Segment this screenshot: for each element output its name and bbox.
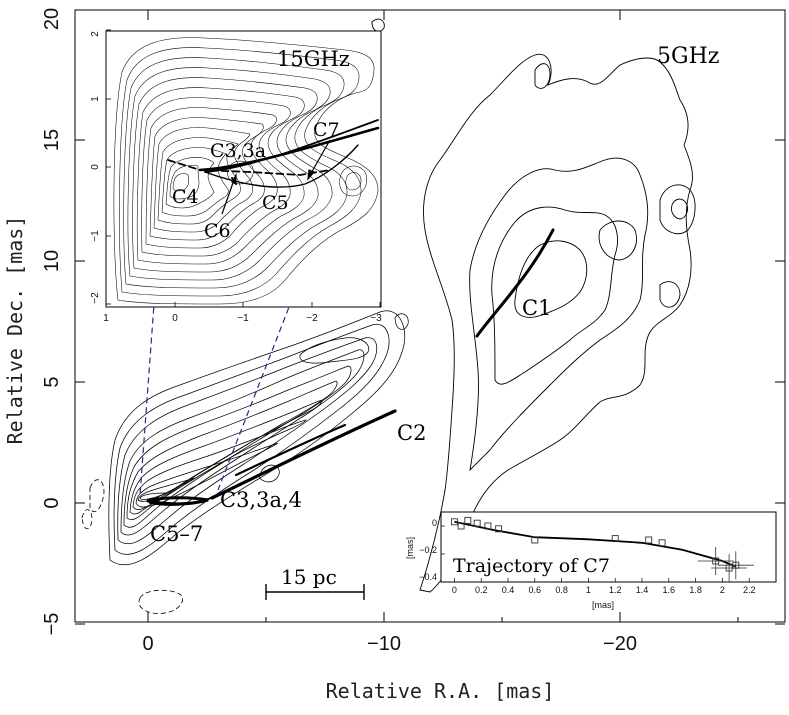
trajectory-point: [658, 539, 666, 547]
trajectory-axes: [441, 525, 750, 583]
trajectory-error-bar: [717, 551, 754, 580]
inset-trajectory: 0 0.2 0.4 0.6 0.8 1 1.2 1.4 1.6 1.8 2 2.2 0 −0.2 −0…: [405, 511, 777, 610]
component-label-c2: C2: [397, 421, 426, 445]
trajectory-frame: [440, 511, 777, 583]
trajectory-plot: [450, 516, 754, 582]
traj-ytick-minus0.4: −0.4: [419, 572, 437, 582]
inset-component-c3-3a: C3,3a: [210, 140, 266, 162]
traj-xtick-label: 1.2: [609, 585, 622, 595]
inset-component-c4: C4: [172, 186, 199, 208]
contours-5ghz: [371, 18, 696, 593]
inset-ytick-minus2: −2: [90, 292, 101, 304]
trajectory-error-bar: [711, 554, 748, 582]
ytick-label-10: 10: [41, 250, 63, 272]
component-tracks: [146, 228, 555, 506]
inset-xtick-minus3: −3: [370, 313, 382, 324]
ytick-label-5: 5: [41, 376, 63, 387]
trajectory-point: [712, 557, 720, 565]
trajectory-point: [457, 522, 465, 530]
main-xtick-labels: 0 −10 −20: [142, 633, 637, 655]
scale-bar-label: 15 pc: [281, 565, 337, 589]
trajectory-xtick-labels: 0 0.2 0.4 0.6 0.8 1 1.2 1.4 1.6 1.8 2 2.2: [452, 585, 756, 595]
trajectory-ylabel: [mas]: [405, 537, 415, 559]
traj-ytick-minus0.2: −0.2: [419, 545, 437, 555]
main-xlabel: Relative R.A. [mas]: [326, 679, 555, 703]
main-plot-frame: [74, 9, 786, 623]
inset-xtick-minus2: −2: [306, 313, 318, 324]
inset-xtick-minus1: −1: [237, 313, 249, 324]
component-label-c3-3a-4: C3,3a,4: [220, 488, 302, 512]
traj-xtick-label: 0: [452, 585, 457, 595]
inset-15ghz-xtick-labels: 1 0 −1 −2 −3: [103, 313, 382, 324]
inset-15ghz-ticks: [105, 29, 381, 307]
trajectory-point: [611, 535, 619, 543]
traj-xtick-label: 0.4: [502, 585, 515, 595]
inset-ytick-minus1: −1: [90, 230, 101, 242]
trajectory-point: [645, 536, 653, 544]
trajectory-point: [531, 536, 539, 544]
scale-bar: [265, 584, 365, 600]
ytick-label-0: 0: [41, 497, 63, 508]
traj-xtick-label: 1.6: [663, 585, 676, 595]
inset-component-c7: C7: [313, 119, 340, 141]
inset-xtick-0: 0: [172, 313, 178, 324]
c2-track: [210, 409, 397, 500]
inset-xtick-1: 1: [103, 313, 109, 324]
traj-xtick-label: 0.6: [529, 585, 542, 595]
inset-ytick-0: 0: [90, 164, 101, 170]
trajectory-point: [450, 518, 458, 526]
xtick-label-minus20: −20: [603, 633, 637, 655]
traj-xtick-label: 2.2: [743, 585, 756, 595]
traj-xtick-label: 1.4: [636, 585, 649, 595]
traj-xtick-label: 0.2: [475, 585, 488, 595]
inset-component-c5: C5: [262, 192, 289, 214]
ytick-label-20: 20: [41, 8, 63, 30]
inset-ytick-1: 1: [90, 96, 101, 102]
inset-ytick-2: 2: [90, 31, 101, 37]
freq-label-5ghz: 5GHz: [657, 44, 719, 69]
trajectory-xlabel: [mas]: [592, 600, 614, 610]
traj-ytick-0: 0: [432, 518, 437, 528]
c5-7-track-inner: [149, 495, 215, 506]
inset-15ghz-arrows: [221, 139, 331, 215]
traj-xtick-label: 1: [586, 585, 591, 595]
main-ytick-labels: −5 0 5 10 15 20: [41, 8, 63, 636]
c3-track: [234, 423, 347, 477]
inset-component-c6: C6: [204, 220, 231, 242]
component-label-c5-7: C5–7: [150, 522, 203, 546]
component-label-c1: C1: [522, 296, 551, 320]
trajectory-point: [732, 561, 740, 569]
trajectory-point: [473, 519, 481, 527]
inset-15ghz-frame: [105, 30, 382, 308]
trajectory-point: [484, 522, 492, 530]
main-panel: 15 pc 5GHz C1 C2 C3,3a,4 C5–7 0 −10 −20 …: [3, 8, 786, 703]
traj-xtick-label: 0.8: [555, 585, 568, 595]
trajectory-ytick-labels: 0 −0.2 −0.4: [419, 518, 437, 582]
trajectory-point: [495, 525, 503, 533]
main-ticks: [75, 10, 785, 625]
inset-15ghz: 15GHz C7 C3,3a C4 C5 C6 1 0 −1 −2 −3 2 1…: [90, 29, 382, 324]
traj-xtick-label: 2: [720, 585, 725, 595]
traj-xtick-label: 1.8: [689, 585, 702, 595]
trajectory-error-bar: [697, 547, 734, 575]
ytick-label-minus5: −5: [41, 613, 63, 636]
xtick-label-0: 0: [142, 633, 153, 655]
ytick-label-15: 15: [41, 129, 63, 151]
trajectory-title: Trajectory of C7: [453, 555, 610, 577]
xtick-label-minus10: −10: [367, 633, 401, 655]
trajectory-point: [464, 516, 472, 524]
inset-15ghz-ytick-labels: 2 1 0 −1 −2: [90, 31, 101, 304]
c1-track: [475, 228, 555, 338]
negative-contours: [81, 479, 183, 614]
main-ylabel: Relative Dec. [mas]: [3, 216, 27, 445]
freq-label-15ghz: 15GHz: [277, 47, 350, 71]
